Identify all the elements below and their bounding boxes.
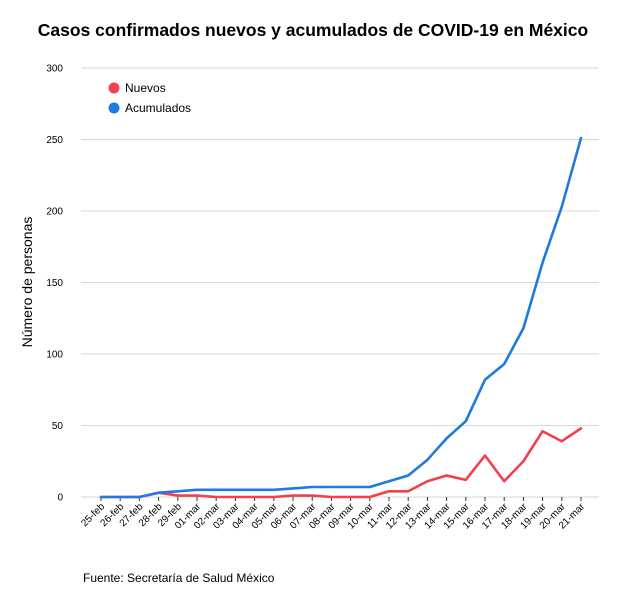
series-line-acumulados — [99, 136, 583, 499]
y-tick-label: 50 — [52, 421, 64, 432]
y-tick-label: 150 — [46, 278, 63, 289]
y-tick-label: 250 — [46, 135, 63, 146]
y-tick-label: 300 — [46, 64, 63, 75]
source-note: Fuente: Secretaría de Salud México — [83, 571, 275, 585]
legend-marker-acumulados — [108, 102, 120, 114]
chart-title: Casos confirmados nuevos y acumulados de… — [37, 20, 589, 40]
y-tick-label: 0 — [57, 493, 63, 504]
y-tick-label: 200 — [46, 207, 63, 218]
legend-label-acumulados: Acumulados — [125, 101, 191, 115]
y-tick-label: 100 — [46, 350, 63, 361]
series-line-nuevos — [99, 427, 583, 499]
legend-label-nuevos: Nuevos — [125, 81, 166, 95]
legend-marker-nuevos — [108, 82, 120, 94]
